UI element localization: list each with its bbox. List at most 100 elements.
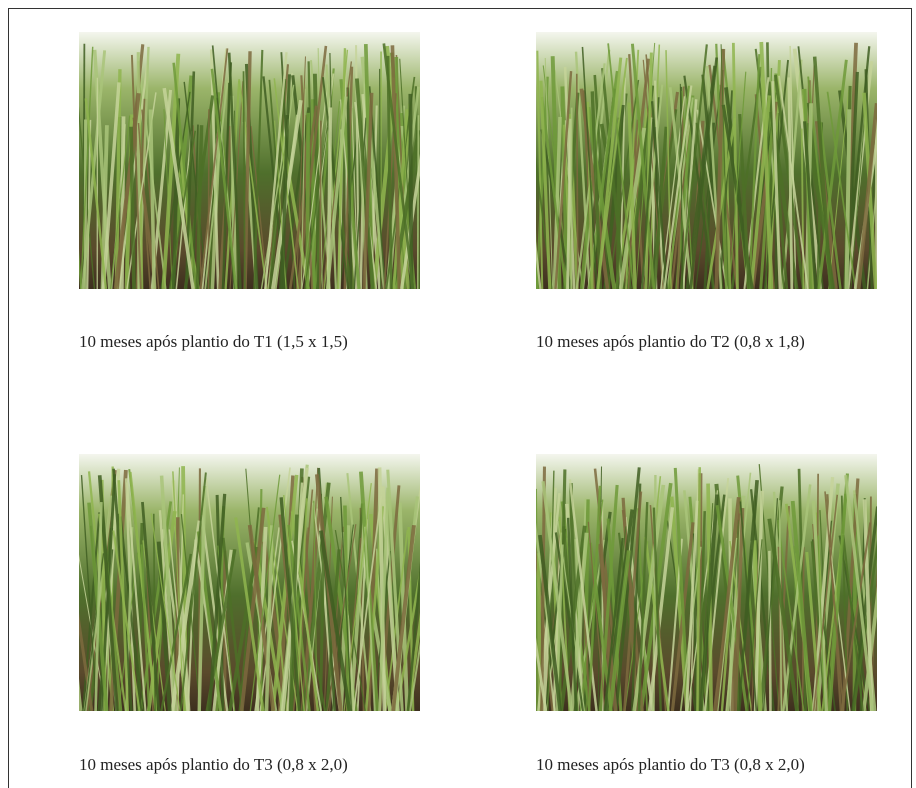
photo-detail bbox=[340, 496, 353, 711]
photo-detail bbox=[279, 497, 302, 711]
photo-detail bbox=[239, 507, 266, 711]
photo-detail bbox=[739, 501, 758, 711]
photo-detail bbox=[554, 532, 585, 711]
photo-detail bbox=[696, 109, 728, 289]
photo-detail bbox=[119, 516, 143, 711]
photo-detail bbox=[141, 109, 160, 289]
photo-detail bbox=[170, 520, 202, 711]
photo-detail bbox=[840, 522, 872, 711]
photo-detail bbox=[109, 115, 131, 289]
photo bbox=[79, 454, 420, 711]
photo-detail bbox=[208, 98, 219, 289]
photo-detail bbox=[714, 496, 741, 711]
photo-detail bbox=[719, 90, 734, 289]
photo-detail bbox=[94, 502, 103, 711]
photo-detail bbox=[827, 493, 848, 711]
photo-detail bbox=[274, 120, 287, 289]
photo-detail bbox=[382, 43, 415, 289]
photo-detail bbox=[660, 96, 686, 289]
photo-detail bbox=[296, 45, 328, 289]
photo-detail bbox=[596, 57, 623, 289]
photo-detail bbox=[362, 92, 374, 289]
photo-detail bbox=[360, 56, 387, 289]
photo-detail bbox=[552, 116, 562, 289]
photo-detail bbox=[196, 531, 223, 711]
photo-detail bbox=[204, 80, 229, 289]
photo-detail bbox=[644, 52, 653, 289]
photo-detail bbox=[753, 490, 764, 711]
photo-detail bbox=[259, 467, 291, 711]
photo-detail bbox=[588, 542, 613, 711]
photo-detail bbox=[172, 62, 198, 289]
photo-detail bbox=[130, 54, 142, 289]
photo-detail bbox=[817, 535, 825, 711]
photo-detail bbox=[205, 478, 235, 711]
photo-detail bbox=[238, 78, 268, 289]
photo-detail bbox=[689, 57, 719, 289]
photo-detail bbox=[668, 87, 693, 289]
photo-detail bbox=[295, 56, 307, 289]
photo-detail bbox=[148, 109, 156, 289]
photo-detail bbox=[536, 228, 539, 289]
photo-detail bbox=[829, 547, 851, 711]
photo-detail bbox=[782, 484, 812, 711]
photo-detail bbox=[728, 71, 747, 289]
photo-detail bbox=[79, 612, 94, 711]
photo-detail bbox=[179, 472, 207, 711]
photo-detail bbox=[866, 131, 877, 289]
photo-detail bbox=[826, 91, 857, 289]
photo-detail bbox=[776, 519, 805, 711]
photo-detail bbox=[665, 50, 672, 289]
photo-detail bbox=[681, 99, 698, 289]
photo-detail bbox=[304, 467, 319, 711]
photo-detail bbox=[615, 117, 622, 289]
photo-detail bbox=[746, 539, 763, 711]
photo-detail bbox=[215, 494, 225, 711]
photo-detail bbox=[319, 120, 322, 289]
photo-detail bbox=[586, 101, 594, 289]
photo-detail bbox=[137, 122, 152, 289]
photo-detail bbox=[281, 107, 311, 289]
photo-detail bbox=[392, 109, 409, 289]
photo-detail bbox=[108, 469, 128, 711]
photo-detail bbox=[409, 641, 420, 711]
photo-detail bbox=[234, 517, 265, 711]
photo-detail bbox=[697, 511, 706, 711]
photo-detail bbox=[614, 467, 641, 711]
photo-detail bbox=[210, 68, 238, 289]
photo-detail bbox=[767, 518, 800, 711]
photo-detail bbox=[861, 585, 877, 711]
photo-detail bbox=[129, 126, 136, 289]
photo-detail bbox=[364, 526, 376, 711]
photo-detail bbox=[663, 85, 693, 289]
photo-detail bbox=[685, 500, 699, 711]
frame bbox=[8, 8, 912, 788]
photo-detail bbox=[701, 503, 714, 711]
photo-detail bbox=[283, 494, 305, 711]
photo-detail bbox=[386, 469, 404, 711]
photo-detail bbox=[789, 45, 797, 289]
photo-detail bbox=[842, 534, 864, 711]
photo-detail bbox=[706, 118, 737, 289]
photo-detail bbox=[696, 467, 702, 711]
photo-detail bbox=[817, 59, 848, 289]
photo-detail bbox=[242, 71, 246, 289]
photo-detail bbox=[80, 46, 94, 289]
photo-detail bbox=[698, 494, 719, 711]
photo-detail bbox=[851, 506, 877, 711]
photo-detail bbox=[227, 52, 242, 289]
photo-detail bbox=[416, 115, 420, 289]
photo-detail bbox=[669, 496, 689, 711]
photo-detail bbox=[824, 491, 845, 711]
photo-detail bbox=[199, 48, 229, 289]
photo-detail bbox=[346, 87, 353, 289]
photo-detail bbox=[84, 553, 105, 711]
photo-detail bbox=[536, 241, 542, 289]
photo-detail bbox=[538, 534, 563, 711]
photo-detail bbox=[647, 507, 675, 711]
photo-detail bbox=[587, 521, 606, 711]
photo-detail bbox=[156, 541, 172, 711]
photo-detail bbox=[400, 153, 420, 289]
photo-detail bbox=[679, 83, 684, 289]
photo-detail bbox=[715, 504, 749, 711]
